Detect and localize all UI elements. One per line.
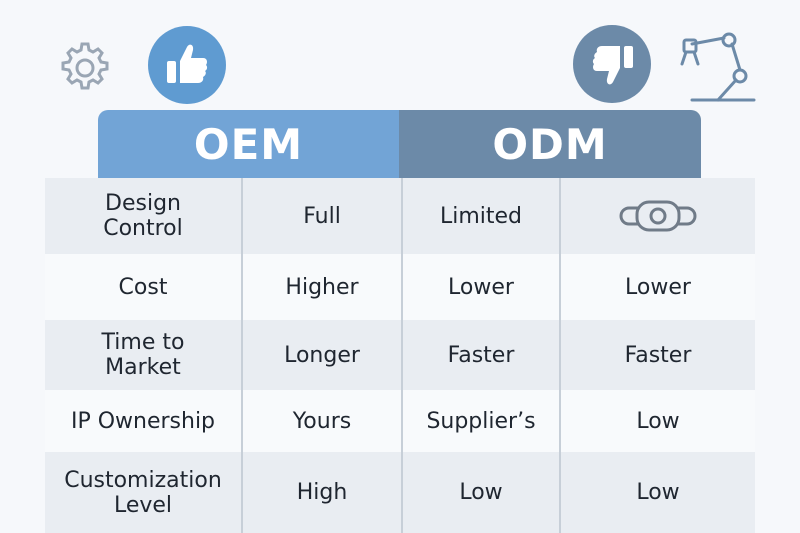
column-divider xyxy=(401,178,403,533)
odm-value: Limited xyxy=(439,203,523,229)
odm-value: Faster xyxy=(447,342,515,368)
oem-value: Longer xyxy=(284,342,360,368)
extra-value: Low xyxy=(636,408,680,434)
comparison-table: Design Control Full Limited Cost Higher … xyxy=(45,178,755,533)
oem-header: OEM xyxy=(98,110,399,178)
extra-value: Lower xyxy=(625,274,691,300)
table-row: Cost Higher Lower Lower xyxy=(45,254,755,320)
odm-value: Low xyxy=(459,480,503,505)
gear-icon xyxy=(61,42,109,90)
oem-value: Full xyxy=(303,203,341,229)
thumbs-down-icon[interactable] xyxy=(572,24,652,104)
row-label: Customization Level xyxy=(64,467,222,518)
table-row: IP Ownership Yours Supplier’s Low xyxy=(45,390,755,452)
row-label: Cost xyxy=(118,274,168,300)
odm-value: Supplier’s xyxy=(426,408,536,434)
row-label: Time to Market xyxy=(101,330,185,380)
column-divider xyxy=(241,178,243,533)
odm-header: ODM xyxy=(399,110,701,178)
table-row: Time to Market Longer Faster Faster xyxy=(45,320,755,390)
oem-value: Higher xyxy=(285,274,359,300)
table-row: Design Control Full Limited xyxy=(45,178,755,254)
row-label: IP Ownership xyxy=(70,408,216,434)
oem-value: Yours xyxy=(292,408,352,434)
thumbs-up-icon[interactable] xyxy=(147,25,227,105)
extra-value: Faster xyxy=(624,342,692,368)
extra-value xyxy=(561,178,755,254)
odm-value: Lower xyxy=(448,274,514,300)
extra-value: Low xyxy=(636,480,680,505)
column-divider xyxy=(559,178,561,533)
row-label: Design Control xyxy=(103,191,183,241)
table-row: Customization Level High Low Low xyxy=(45,452,755,533)
oem-value: High xyxy=(296,480,348,505)
robot-arm-icon xyxy=(680,32,756,102)
connector-icon xyxy=(619,200,697,232)
